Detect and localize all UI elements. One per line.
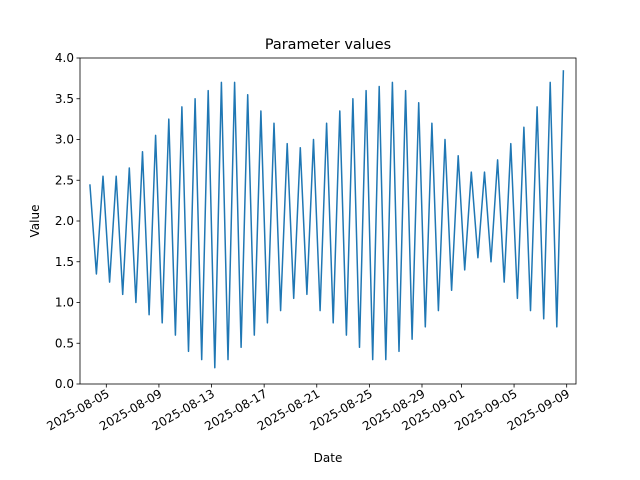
y-tick-label: 1.0	[55, 296, 74, 310]
y-tick-label: 3.0	[55, 133, 74, 147]
y-tick-label: 2.5	[55, 173, 74, 187]
y-axis-label: Value	[28, 205, 42, 238]
x-axis-label: Date	[314, 451, 343, 465]
y-tick-label: 3.5	[55, 92, 74, 106]
y-tick-label: 0.5	[55, 336, 74, 350]
series-line	[89, 70, 565, 369]
y-tick-label: 2.0	[55, 214, 74, 228]
chart-title: Parameter values	[265, 37, 391, 53]
y-axis: 0.0 0.5 1.0 1.5 2.0 2.5 3.0 3.5 4.0	[55, 51, 80, 391]
x-axis: 2025-08-052025-08-092025-08-132025-08-17…	[44, 384, 572, 433]
series-layer	[89, 70, 565, 369]
y-tick-label: 0.0	[55, 377, 74, 391]
y-tick-label: 1.5	[55, 255, 74, 269]
y-tick-label: 4.0	[55, 51, 74, 65]
